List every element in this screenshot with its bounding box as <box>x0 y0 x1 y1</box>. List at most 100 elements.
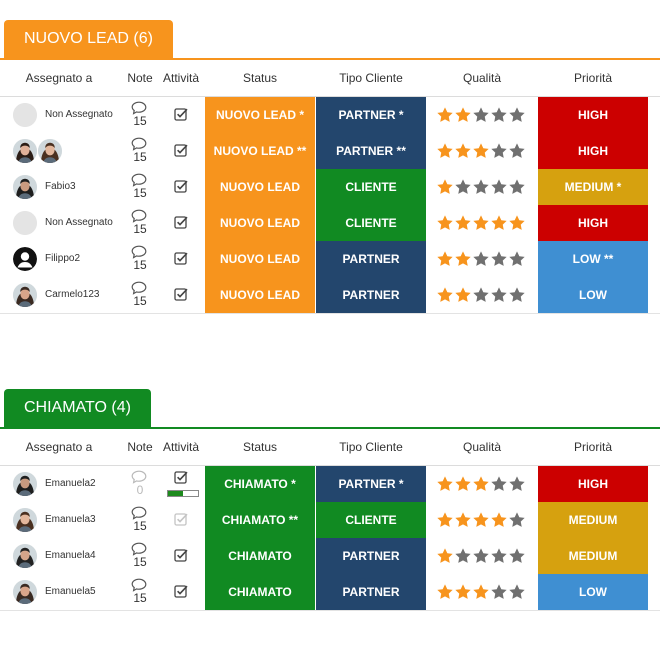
client-type-badge[interactable]: PARTNER <box>316 538 426 574</box>
priority-badge[interactable]: HIGH <box>538 205 648 241</box>
notes-cell[interactable]: 0 <box>122 466 158 502</box>
table-row[interactable]: Emanuela3 15 CHIAMATO ** CLIENTE MEDIUM <box>0 502 660 539</box>
status-badge[interactable]: CHIAMATO ** <box>205 502 315 538</box>
assignee-cell[interactable] <box>0 133 118 169</box>
star-rating[interactable] <box>436 106 526 124</box>
star-icon[interactable] <box>490 142 508 160</box>
star-icon[interactable] <box>490 286 508 304</box>
client-type-badge[interactable]: CLIENTE <box>316 205 426 241</box>
star-icon[interactable] <box>508 214 526 232</box>
quality-rating[interactable] <box>428 97 536 133</box>
quality-rating[interactable] <box>428 466 536 502</box>
client-type-badge[interactable]: PARTNER * <box>316 97 426 133</box>
star-rating[interactable] <box>436 286 526 304</box>
column-header-qualita[interactable]: Qualità <box>462 71 502 85</box>
star-icon[interactable] <box>490 511 508 529</box>
group-tab[interactable]: CHIAMATO (4) <box>4 389 151 427</box>
star-icon[interactable] <box>436 511 454 529</box>
notes-cell[interactable]: 15 <box>122 133 158 169</box>
star-icon[interactable] <box>490 250 508 268</box>
star-icon[interactable] <box>472 250 490 268</box>
table-row[interactable]: Emanuela5 15 CHIAMATO PARTNER LOW <box>0 574 660 611</box>
star-icon[interactable] <box>436 547 454 565</box>
comment-icon[interactable] <box>131 470 147 484</box>
assignee-cell[interactable]: Carmelo123 <box>0 277 118 313</box>
table-row[interactable]: 15 NUOVO LEAD ** PARTNER ** HIGH <box>0 133 660 170</box>
activity-cell[interactable] <box>162 466 200 502</box>
priority-badge[interactable]: HIGH <box>538 97 648 133</box>
checkbox-icon[interactable] <box>174 143 188 157</box>
comment-icon[interactable] <box>131 173 147 187</box>
client-type-badge[interactable]: PARTNER * <box>316 466 426 502</box>
priority-badge[interactable]: MEDIUM <box>538 538 648 574</box>
notes-cell[interactable]: 15 <box>122 205 158 241</box>
activity-cell[interactable] <box>162 502 200 538</box>
star-icon[interactable] <box>472 475 490 493</box>
activity-cell[interactable] <box>162 133 200 169</box>
notes-cell[interactable]: 15 <box>122 169 158 205</box>
assignee-cell[interactable]: Emanuela4 <box>0 538 118 574</box>
checkbox-icon[interactable] <box>174 179 188 193</box>
assignee-cell[interactable]: Filippo2 <box>0 241 118 277</box>
comment-icon[interactable] <box>131 137 147 151</box>
activity-cell[interactable] <box>162 538 200 574</box>
priority-badge[interactable]: HIGH <box>538 466 648 502</box>
assignee-cell[interactable]: Emanuela3 <box>0 502 118 538</box>
star-icon[interactable] <box>436 475 454 493</box>
star-icon[interactable] <box>508 583 526 601</box>
assignee-cell[interactable]: Non Assegnato <box>0 97 118 133</box>
column-header-status[interactable]: Status <box>242 440 278 454</box>
activity-cell[interactable] <box>162 97 200 133</box>
star-icon[interactable] <box>490 475 508 493</box>
column-header-tipo[interactable]: Tipo Cliente <box>339 71 403 85</box>
star-icon[interactable] <box>508 106 526 124</box>
star-icon[interactable] <box>436 142 454 160</box>
status-badge[interactable]: NUOVO LEAD <box>205 241 315 277</box>
star-icon[interactable] <box>436 286 454 304</box>
quality-rating[interactable] <box>428 574 536 610</box>
notes-cell[interactable]: 15 <box>122 277 158 313</box>
status-badge[interactable]: NUOVO LEAD <box>205 205 315 241</box>
star-rating[interactable] <box>436 250 526 268</box>
checkbox-icon[interactable] <box>174 470 188 484</box>
status-badge[interactable]: NUOVO LEAD ** <box>205 133 315 169</box>
quality-rating[interactable] <box>428 169 536 205</box>
assignee-cell[interactable]: Non Assegnato <box>0 205 118 241</box>
group-tab[interactable]: NUOVO LEAD (6) <box>4 20 173 58</box>
star-icon[interactable] <box>454 475 472 493</box>
checkbox-icon[interactable] <box>174 287 188 301</box>
status-badge[interactable]: NUOVO LEAD <box>205 277 315 313</box>
star-icon[interactable] <box>472 511 490 529</box>
star-icon[interactable] <box>508 286 526 304</box>
comment-icon[interactable] <box>131 245 147 259</box>
star-rating[interactable] <box>436 583 526 601</box>
table-row[interactable]: Emanuela2 0 CHIAMATO * PARTNER * HIGH <box>0 466 660 503</box>
star-rating[interactable] <box>436 178 526 196</box>
checkbox-icon[interactable] <box>174 548 188 562</box>
priority-badge[interactable]: LOW ** <box>538 241 648 277</box>
column-header-status[interactable]: Status <box>242 71 278 85</box>
star-icon[interactable] <box>472 142 490 160</box>
client-type-badge[interactable]: PARTNER <box>316 277 426 313</box>
star-icon[interactable] <box>472 286 490 304</box>
star-icon[interactable] <box>472 214 490 232</box>
star-icon[interactable] <box>454 511 472 529</box>
table-row[interactable]: Non Assegnato 15 NUOVO LEAD CLIENTE HIGH <box>0 205 660 242</box>
star-icon[interactable] <box>436 250 454 268</box>
assignee-cell[interactable]: Emanuela2 <box>0 466 118 502</box>
client-type-badge[interactable]: CLIENTE <box>316 169 426 205</box>
star-icon[interactable] <box>508 250 526 268</box>
comment-icon[interactable] <box>131 101 147 115</box>
table-row[interactable]: Carmelo123 15 NUOVO LEAD PARTNER LOW <box>0 277 660 314</box>
comment-icon[interactable] <box>131 506 147 520</box>
star-icon[interactable] <box>508 475 526 493</box>
notes-cell[interactable]: 15 <box>122 574 158 610</box>
star-icon[interactable] <box>472 547 490 565</box>
column-header-assign[interactable]: Assegnato a <box>25 71 93 85</box>
star-icon[interactable] <box>490 547 508 565</box>
status-badge[interactable]: CHIAMATO <box>205 538 315 574</box>
client-type-badge[interactable]: PARTNER <box>316 241 426 277</box>
star-rating[interactable] <box>436 547 526 565</box>
client-type-badge[interactable]: CLIENTE <box>316 502 426 538</box>
activity-cell[interactable] <box>162 205 200 241</box>
